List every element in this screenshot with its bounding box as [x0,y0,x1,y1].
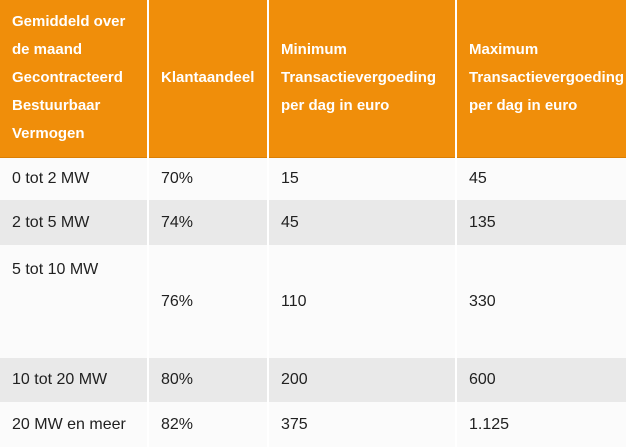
cell-maximum: 330 [455,245,626,358]
cell-vermogen: 5 tot 10 MW [12,261,99,278]
column-header-vermogen: Gemiddeld over de maand Gecontracteerd B… [0,0,148,158]
table-row: 2 tot 5 MW 74% 45 135 [0,200,626,245]
cell-klantaandeel: 74% [147,200,268,245]
table-row: 5 tot 10 MW 76% 110 330 [0,245,626,358]
cell-klantaandeel: 76% [147,245,268,358]
table-header-row: Gemiddeld over de maand Gecontracteerd B… [0,0,626,158]
cell-minimum: 110 [267,245,456,358]
cell-vermogen: 0 tot 2 MW [12,169,90,187]
cell-minimum: 45 [267,200,456,245]
cell-maximum: 1.125 [455,402,626,447]
cell-minimum: 200 [267,358,456,402]
cell-maximum: 600 [455,358,626,402]
column-header-maximum-vergoeding: Maximum Transactievergoeding per dag in … [455,0,626,158]
table-row: 10 tot 20 MW 80% 200 600 [0,358,626,402]
cell-klantaandeel: 70% [147,157,268,200]
cell-vermogen: 2 tot 5 MW [12,213,90,231]
cell-minimum: 15 [267,157,456,200]
cell-vermogen: 10 tot 20 MW [12,371,108,388]
cell-klantaandeel: 82% [147,402,268,447]
cell-klantaandeel: 80% [147,358,268,402]
cell-maximum: 45 [455,157,626,200]
column-header-minimum-vergoeding: Minimum Transactievergoeding per dag in … [267,0,456,158]
column-header-klantaandeel: Klantaandeel [147,0,268,158]
cell-vermogen: 20 MW en meer [12,415,126,433]
cell-minimum: 375 [267,402,456,447]
table-row: 20 MW en meer 82% 375 1.125 [0,402,626,447]
table-row: 0 tot 2 MW 70% 15 45 [0,157,626,200]
cell-maximum: 135 [455,200,626,245]
